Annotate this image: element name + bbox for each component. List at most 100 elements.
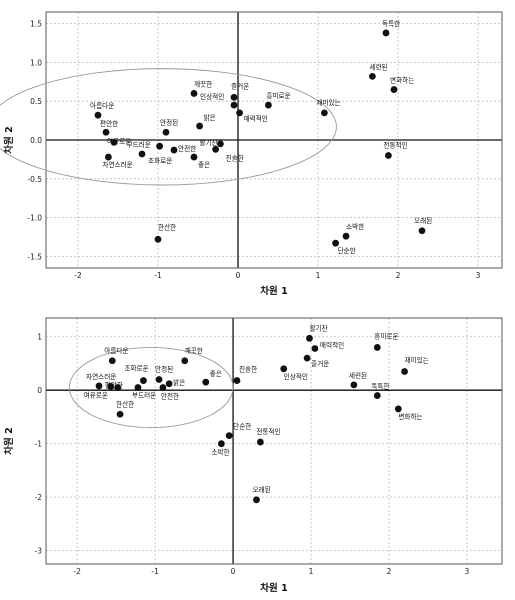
x-tick-label: 3: [465, 567, 470, 576]
point-label: 여유로운: [107, 136, 131, 145]
point-label: 부드러운: [132, 391, 156, 400]
data-point: [382, 29, 390, 37]
y-tick-label: -1.0: [27, 214, 42, 223]
data-point: [217, 440, 225, 448]
data-point: [256, 438, 264, 446]
point-label: 인상적인: [284, 372, 308, 381]
point-label: 흥미로운: [374, 331, 398, 340]
data-point: [165, 380, 173, 388]
point-label: 즐거운: [231, 81, 249, 90]
point-label: 아름다운: [90, 101, 114, 110]
data-point: [116, 410, 124, 418]
point-label: 조화로운: [124, 365, 148, 373]
data-point: [114, 384, 122, 391]
data-point: [233, 377, 241, 384]
data-point: [107, 383, 115, 390]
plot-frame: [45, 317, 503, 565]
point-label: 깨끗한: [185, 346, 203, 355]
data-point: [94, 111, 102, 119]
y-tick-label: 1: [37, 333, 42, 342]
y-tick-label: 1.0: [30, 58, 42, 67]
point-label: 세련된: [349, 371, 367, 380]
point-label: 즐거운: [311, 359, 329, 368]
x-tick-label: -1: [151, 567, 159, 576]
y-tick-label: -2: [35, 493, 43, 502]
point-label: 전통적인: [383, 141, 407, 150]
point-label: 진솔한: [226, 153, 244, 162]
data-point: [230, 93, 238, 101]
y-tick-label: 0.5: [30, 97, 42, 106]
point-label: 재미있는: [405, 355, 429, 364]
point-label: 단순한: [233, 422, 251, 431]
data-point: [369, 72, 376, 80]
data-point: [140, 377, 147, 384]
data-point: [253, 496, 260, 504]
x-tick-label: 2: [387, 567, 392, 576]
point-label: 활기찬: [309, 323, 327, 332]
x-tick-label: -2: [74, 271, 82, 280]
y-axis-label: 차원 2: [3, 126, 15, 153]
point-label: 한산한: [158, 222, 176, 231]
data-point: [236, 109, 244, 117]
data-point: [373, 392, 381, 399]
data-point: [303, 354, 311, 362]
point-label: 안정된: [155, 365, 173, 374]
x-tick-label: 1: [316, 271, 321, 280]
data-point: [108, 357, 116, 365]
point-label: 오래된: [414, 216, 432, 225]
x-tick-label: -1: [154, 271, 162, 280]
data-point: [102, 128, 110, 136]
point-label: 편안한: [105, 380, 123, 389]
point-label: 독특한: [371, 383, 389, 391]
data-point: [196, 122, 204, 130]
point-label: 소박한: [211, 448, 229, 457]
data-point: [159, 384, 167, 391]
data-point: [394, 405, 402, 413]
point-label: 흥미로운: [266, 91, 290, 100]
point-label: 안전한: [178, 144, 196, 153]
point-label: 전통적인: [256, 427, 280, 436]
point-label: 활기찬: [199, 138, 217, 147]
x-tick-label: 1: [309, 567, 314, 576]
point-label: 편안한: [100, 119, 118, 128]
y-tick-label: 0.0: [30, 136, 42, 145]
data-point: [162, 128, 170, 136]
data-point: [280, 365, 288, 373]
data-point: [155, 376, 163, 383]
data-point: [212, 145, 220, 153]
point-label: 변화하는: [390, 76, 414, 85]
data-point: [332, 239, 339, 247]
data-point: [190, 153, 198, 161]
point-label: 독특한: [382, 20, 400, 28]
point-label: 진솔한: [239, 365, 257, 374]
y-tick-label: -1.5: [27, 252, 42, 261]
y-tick-label: 0: [37, 386, 42, 395]
data-point: [306, 334, 313, 342]
data-point: [321, 109, 328, 117]
point-label: 좋은: [198, 161, 210, 169]
data-point: [390, 86, 398, 93]
x-axis-label: 차원 1: [260, 582, 287, 594]
data-point: [134, 384, 142, 391]
data-point: [230, 101, 238, 109]
point-label: 한산한: [116, 399, 134, 408]
data-point: [217, 140, 224, 148]
y-tick-label: -3: [35, 547, 43, 556]
data-point: [311, 345, 319, 352]
cluster-ellipse: [0, 68, 337, 186]
point-label: 변화하는: [398, 412, 422, 421]
data-point: [401, 368, 408, 375]
scatter-plot-1: -2 -1 0 1 2 3 -1.5 -1.0 -0.5 0.0 0.5 1.0 1.5 차원 1 차원 2…: [0, 11, 503, 297]
data-point: [342, 232, 350, 240]
x-tick-label: -2: [73, 567, 81, 576]
point-label: 안전한: [161, 392, 179, 401]
data-point: [181, 357, 189, 365]
data-point: [154, 235, 162, 243]
cluster-ellipse: [68, 346, 234, 429]
data-point: [95, 382, 103, 390]
data-point: [265, 101, 272, 109]
data-point: [170, 146, 178, 154]
point-label: 재미있는: [316, 98, 340, 107]
